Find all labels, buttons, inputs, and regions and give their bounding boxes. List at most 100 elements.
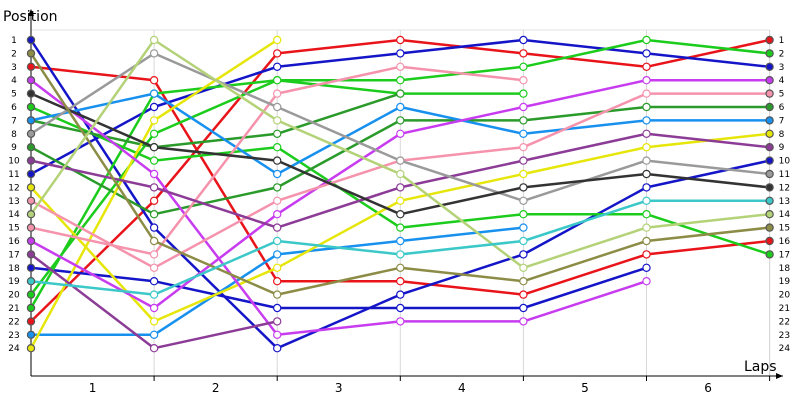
y-tick-label-left: 18 — [8, 264, 20, 274]
series-point — [396, 49, 405, 58]
series-point — [149, 49, 159, 58]
series-point — [26, 89, 36, 98]
series-point — [519, 89, 528, 98]
series-point — [273, 277, 282, 286]
y-tick-label-left: 4 — [11, 76, 17, 86]
series-point — [26, 196, 36, 205]
series-point — [765, 250, 774, 259]
x-tick-label: 1 — [89, 381, 97, 395]
series-point — [765, 183, 774, 192]
series-point — [26, 183, 36, 192]
series-point — [273, 62, 282, 72]
series-point — [519, 263, 528, 272]
series-point — [149, 236, 159, 246]
y-tick-label-left: 3 — [11, 63, 17, 73]
series-point — [642, 62, 651, 72]
series-point — [396, 75, 405, 85]
y-tick-label-left: 9 — [11, 143, 17, 153]
series-point — [273, 196, 282, 205]
x-axis-title: Laps — [744, 359, 777, 375]
series-point — [765, 89, 774, 98]
y-tick-label-left: 1 — [11, 36, 17, 46]
y-tick-label-right: 7 — [779, 116, 785, 126]
series-point — [519, 49, 528, 58]
series-point — [519, 75, 528, 85]
y-tick-label-left: 15 — [8, 224, 19, 234]
y-tick-label-left: 8 — [11, 130, 17, 140]
series-point — [149, 35, 159, 45]
series-point — [273, 250, 282, 259]
series-point — [519, 277, 528, 286]
series-point — [396, 183, 405, 192]
series-point — [26, 129, 36, 138]
series-point — [149, 102, 159, 112]
series-point — [519, 169, 528, 179]
series-point — [273, 303, 282, 313]
series-point — [26, 102, 36, 112]
series-point — [396, 35, 405, 45]
x-tick-label: 2 — [212, 381, 220, 395]
series-point — [26, 290, 36, 299]
y-tick-label-left: 20 — [8, 291, 20, 301]
series-point — [642, 277, 651, 286]
y-tick-label-right: 2 — [779, 49, 785, 59]
series-point — [642, 223, 651, 232]
series-point — [396, 236, 405, 246]
y-tick-label-left: 10 — [8, 157, 20, 167]
y-tick-label-right: 23 — [779, 331, 790, 341]
series-point — [396, 317, 405, 326]
series-point — [396, 209, 405, 219]
series-point — [26, 330, 36, 339]
y-tick-label-left: 24 — [8, 344, 20, 354]
series-point — [396, 102, 405, 112]
y-tick-label-right: 4 — [779, 76, 785, 86]
series-point — [26, 49, 36, 58]
series-point — [149, 169, 159, 179]
series-point — [273, 263, 282, 272]
series-point — [26, 317, 36, 326]
series-point — [519, 250, 528, 259]
y-tick-label-right: 11 — [779, 170, 790, 180]
series-point — [273, 317, 282, 326]
series-point — [642, 196, 651, 205]
series-point — [765, 209, 774, 219]
series-point — [26, 209, 36, 219]
series-point — [765, 49, 774, 58]
series-point — [273, 344, 282, 353]
y-tick-label-right: 8 — [779, 130, 785, 140]
series-point — [642, 142, 651, 152]
series-line — [29, 92, 402, 149]
series-point — [642, 116, 651, 125]
x-tick-label: 3 — [335, 381, 343, 395]
series-point — [765, 236, 774, 246]
y-tick-label-right: 15 — [779, 224, 790, 234]
series-point — [273, 102, 282, 112]
series-point — [519, 223, 528, 232]
series-point — [396, 277, 405, 286]
series-point — [642, 263, 651, 272]
series-point — [26, 303, 36, 313]
series-point — [149, 290, 159, 299]
y-tick-label-left: 5 — [11, 90, 17, 100]
y-tick-label-right: 12 — [779, 183, 790, 193]
series-point — [642, 250, 651, 259]
series-point — [26, 263, 36, 272]
y-tick-label-right: 5 — [779, 90, 785, 100]
series-point — [642, 129, 651, 138]
series-point — [519, 116, 528, 125]
series-point — [149, 303, 159, 313]
y-tick-label-right: 19 — [779, 277, 791, 287]
series-line — [29, 78, 648, 337]
series-point — [396, 250, 405, 259]
series-point — [273, 209, 282, 219]
series-point — [765, 102, 774, 112]
series-point — [149, 75, 159, 85]
series-point — [26, 169, 36, 179]
series-point — [26, 223, 36, 232]
y-tick-label-right: 6 — [779, 103, 785, 113]
series-point — [396, 263, 405, 272]
y-axis-arrow — [28, 9, 34, 16]
series-point — [765, 62, 774, 72]
series-point — [642, 35, 651, 45]
